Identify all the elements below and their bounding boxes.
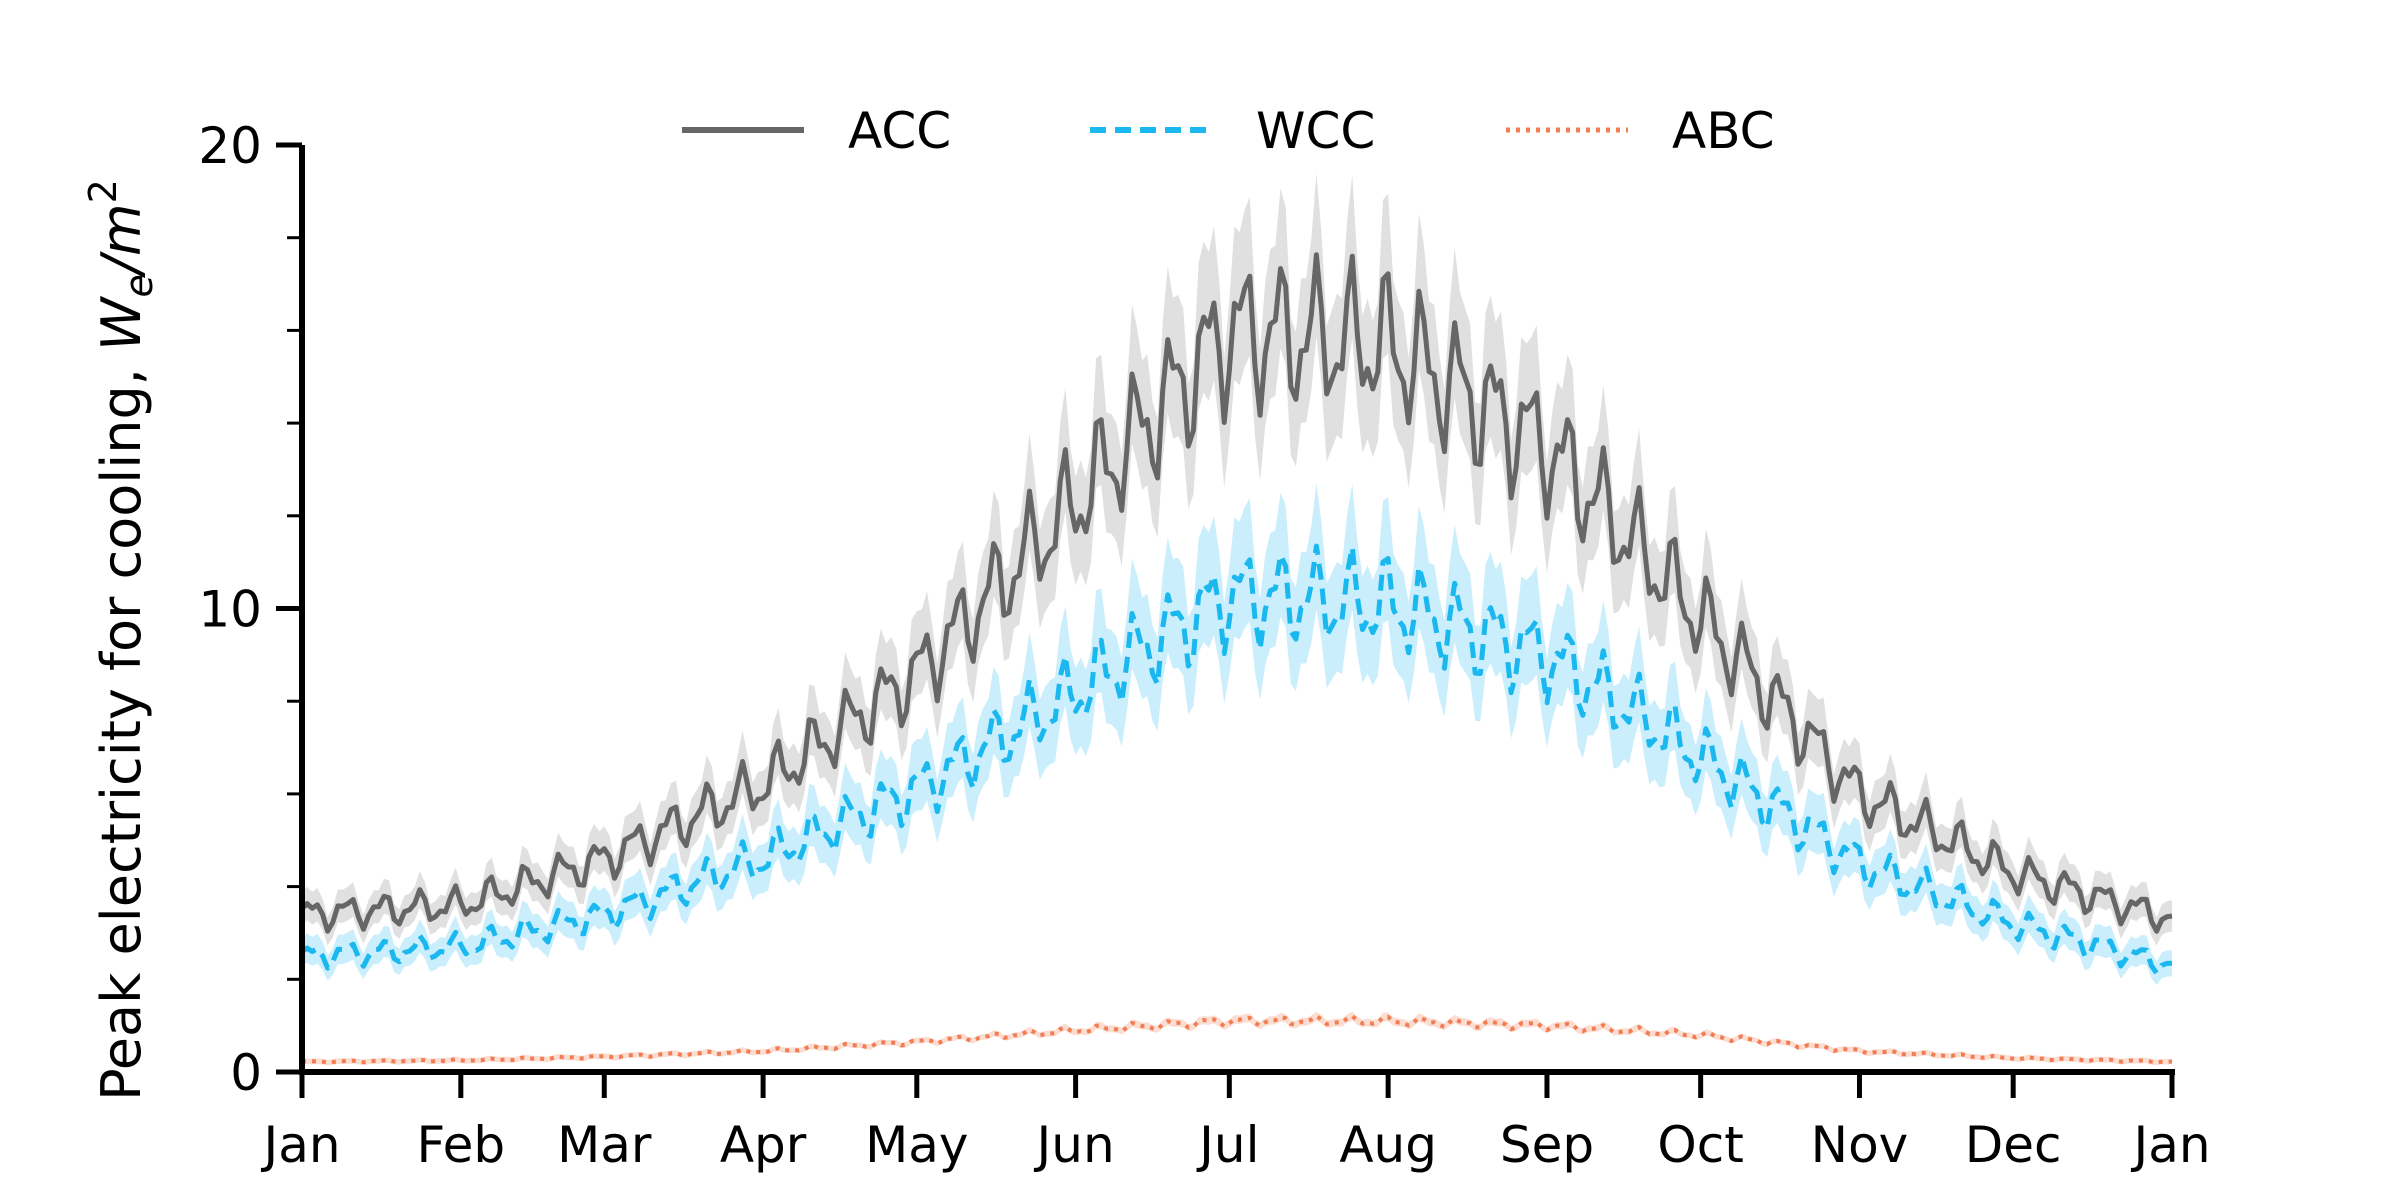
x-tick-label-feb-1: Feb bbox=[417, 1116, 506, 1174]
x-tick-label-dec-11: Dec bbox=[1965, 1116, 2062, 1174]
series-line-wcc bbox=[300, 543, 2173, 976]
x-tick-label-nov-10: Nov bbox=[1811, 1116, 1909, 1174]
band-wcc bbox=[302, 483, 2172, 985]
x-tick-label-jan-12: Jan bbox=[2130, 1116, 2210, 1174]
legend-label-wcc: WCC bbox=[1256, 102, 1375, 160]
axes: 0 10 20 Jan Feb Mar Apr May Jun Jul Aug Sep Oct Nov De… bbox=[198, 117, 2210, 1174]
y-axis-label: Peak electricity for cooling, We/m2 bbox=[81, 179, 161, 1101]
series-line-acc bbox=[300, 252, 2173, 934]
x-tick-label-oct-9: Oct bbox=[1657, 1116, 1743, 1174]
y-tick-label-20: 20 bbox=[198, 117, 262, 175]
series-lines bbox=[300, 252, 2173, 1065]
x-tick-label-apr-3: Apr bbox=[720, 1116, 807, 1174]
legend: ACC WCC ABC bbox=[682, 102, 1775, 160]
legend-label-abc: ABC bbox=[1672, 102, 1775, 160]
x-tick-label-aug-7: Aug bbox=[1339, 1116, 1437, 1174]
y-tick-label-10: 10 bbox=[198, 581, 262, 639]
x-tick-label-jan-0: Jan bbox=[260, 1116, 340, 1174]
x-tick-label-jun-5: Jun bbox=[1034, 1116, 1115, 1174]
x-tick-label-mar-2: Mar bbox=[557, 1116, 652, 1174]
y-tick-label-0: 0 bbox=[230, 1044, 262, 1102]
x-tick-label-sep-8: Sep bbox=[1500, 1116, 1594, 1174]
legend-label-acc: ACC bbox=[848, 102, 951, 160]
x-tick-label-jul-6: Jul bbox=[1196, 1116, 1259, 1174]
x-tick-label-may-4: May bbox=[865, 1116, 968, 1174]
